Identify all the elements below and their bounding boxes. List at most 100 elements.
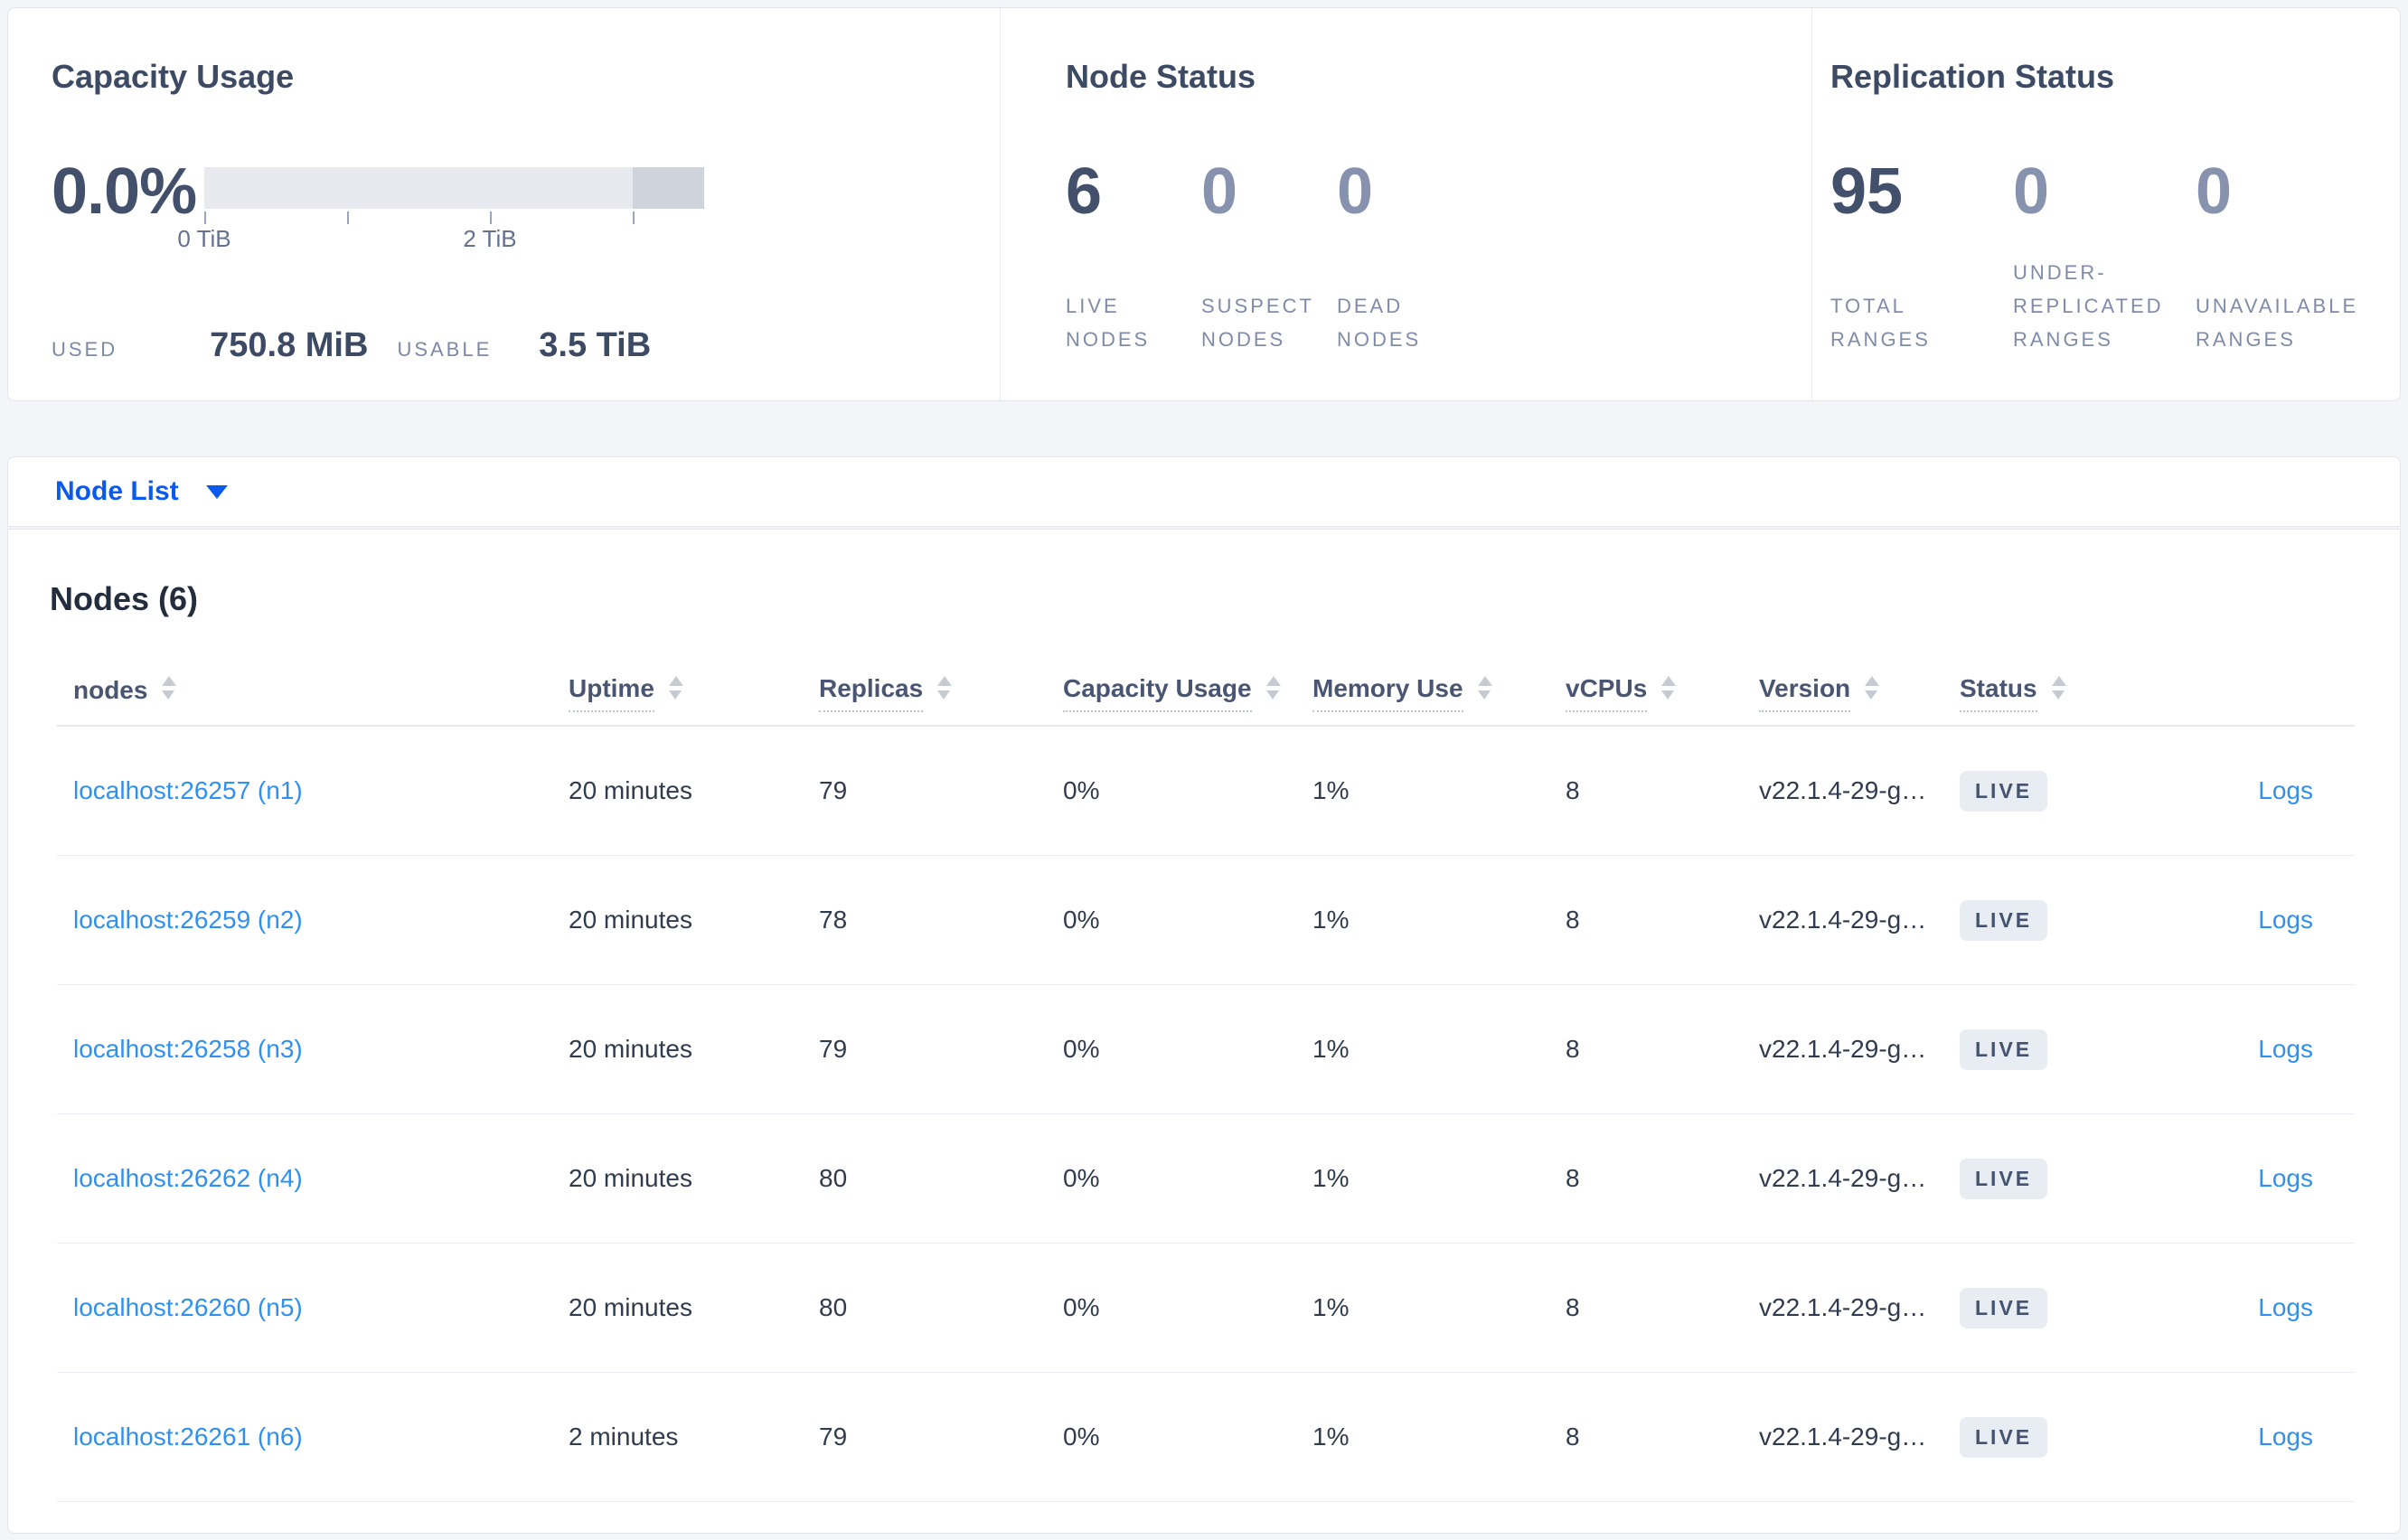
column-header-version[interactable]: Version bbox=[1743, 674, 1943, 712]
logs-link[interactable]: Logs bbox=[2258, 1164, 2313, 1192]
node-address-link-container: localhost:26261 (n6) bbox=[57, 1423, 552, 1451]
replicas-cell-container: 78 bbox=[803, 906, 1047, 934]
vcpus-cell: 8 bbox=[1566, 1164, 1580, 1192]
status-cell-container: LIVE bbox=[1943, 1287, 2160, 1329]
capacity-usage-cell: 0% bbox=[1063, 1293, 1100, 1321]
uptime-cell-container: 20 minutes bbox=[552, 906, 803, 934]
memory-use-cell: 1% bbox=[1312, 1423, 1350, 1451]
status-cell-container: LIVE bbox=[1943, 770, 2160, 812]
sort-icon[interactable] bbox=[937, 676, 953, 700]
sort-icon[interactable] bbox=[1865, 676, 1880, 700]
capacity-usage-cell-container: 0% bbox=[1047, 1035, 1296, 1064]
node-address-link[interactable]: localhost:26258 (n3) bbox=[73, 1035, 303, 1063]
column-header-replicas[interactable]: Replicas bbox=[803, 674, 1047, 712]
memory-use-cell: 1% bbox=[1312, 1164, 1350, 1192]
uptime-cell-container: 2 minutes bbox=[552, 1423, 803, 1451]
logs-link[interactable]: Logs bbox=[2258, 906, 2313, 934]
suspect-nodes-label: SUSPECT NODES bbox=[1201, 295, 1314, 351]
column-header-vcpus[interactable]: vCPUs bbox=[1549, 674, 1743, 712]
logs-link[interactable]: Logs bbox=[2258, 1423, 2313, 1451]
uptime-cell: 20 minutes bbox=[569, 906, 692, 934]
uptime-cell: 20 minutes bbox=[569, 776, 692, 804]
vcpus-cell: 8 bbox=[1566, 1035, 1580, 1063]
logs-link-container: Logs bbox=[2160, 776, 2355, 805]
table-row: localhost:26258 (n3) 20 minutes 79 0% 1% 8 v22… bbox=[57, 985, 2355, 1114]
usable-value: 3.5 TiB bbox=[539, 326, 652, 364]
table-row: localhost:26259 (n2) 20 minutes 78 0% 1% 8 v22… bbox=[57, 856, 2355, 985]
column-label-address[interactable]: nodes bbox=[73, 676, 148, 704]
sort-icon[interactable] bbox=[668, 676, 683, 700]
sort-icon[interactable] bbox=[162, 676, 177, 700]
capacity-usage-cell-container: 0% bbox=[1047, 1164, 1296, 1193]
version-cell: v22.1.4-29-g… bbox=[1759, 906, 1927, 934]
vcpus-cell: 8 bbox=[1566, 906, 1580, 934]
version-cell-container: v22.1.4-29-g… bbox=[1743, 1164, 1943, 1193]
version-cell-container: v22.1.4-29-g… bbox=[1743, 776, 1943, 805]
axis-label-2tib: 2 TiB bbox=[463, 225, 517, 252]
logs-link[interactable]: Logs bbox=[2258, 776, 2313, 804]
node-list-dropdown[interactable]: Node List bbox=[55, 476, 228, 507]
column-header-memory[interactable]: Memory Use bbox=[1296, 674, 1549, 712]
capacity-usage-cell-container: 0% bbox=[1047, 776, 1296, 805]
vcpus-cell-container: 8 bbox=[1549, 776, 1743, 805]
node-list-dropdown-label[interactable]: Node List bbox=[55, 476, 179, 506]
uptime-cell-container: 20 minutes bbox=[552, 776, 803, 805]
replicas-cell: 79 bbox=[819, 1423, 848, 1451]
total-ranges-value: 95 bbox=[1830, 155, 1904, 228]
nodes-card: Nodes (6) nodes Uptime Replicas Capacity Us… bbox=[7, 529, 2401, 1534]
sort-icon[interactable] bbox=[2051, 676, 2066, 700]
memory-use-cell: 1% bbox=[1312, 1293, 1350, 1321]
replication-status-title: Replication Status bbox=[1830, 58, 2115, 95]
capacity-usage-cell: 0% bbox=[1063, 1035, 1100, 1063]
capacity-gauge-bar bbox=[204, 167, 704, 209]
node-address-link[interactable]: localhost:26261 (n6) bbox=[73, 1423, 303, 1451]
node-address-link[interactable]: localhost:26260 (n5) bbox=[73, 1293, 303, 1321]
caret-down-icon[interactable] bbox=[205, 484, 228, 499]
vcpus-cell-container: 8 bbox=[1549, 1293, 1743, 1322]
column-label-version[interactable]: Version bbox=[1759, 674, 1851, 712]
usable-label: USABLE bbox=[397, 338, 493, 361]
column-header-capacity[interactable]: Capacity Usage bbox=[1047, 674, 1296, 712]
memory-use-cell-container: 1% bbox=[1296, 1164, 1549, 1193]
column-label-replicas[interactable]: Replicas bbox=[819, 674, 924, 712]
column-label-vcpus[interactable]: vCPUs bbox=[1566, 674, 1648, 712]
node-address-link[interactable]: localhost:26262 (n4) bbox=[73, 1164, 303, 1192]
memory-use-cell: 1% bbox=[1312, 906, 1350, 934]
nodes-heading: Nodes (6) bbox=[50, 580, 199, 617]
logs-link[interactable]: Logs bbox=[2258, 1293, 2313, 1321]
memory-use-cell-container: 1% bbox=[1296, 1293, 1549, 1322]
node-address-link-container: localhost:26257 (n1) bbox=[57, 776, 552, 805]
logs-link-container: Logs bbox=[2160, 1164, 2355, 1193]
column-header-status[interactable]: Status bbox=[1943, 674, 2160, 712]
node-address-link[interactable]: localhost:26259 (n2) bbox=[73, 906, 303, 934]
version-cell: v22.1.4-29-g… bbox=[1759, 1164, 1927, 1192]
column-label-uptime[interactable]: Uptime bbox=[569, 674, 654, 712]
replicas-cell: 80 bbox=[819, 1293, 848, 1321]
capacity-usage-cell-container: 0% bbox=[1047, 906, 1296, 934]
vcpus-cell-container: 8 bbox=[1549, 1035, 1743, 1064]
column-header-uptime[interactable]: Uptime bbox=[552, 674, 803, 712]
column-label-status[interactable]: Status bbox=[1960, 674, 2037, 712]
replicas-cell-container: 80 bbox=[803, 1293, 1047, 1322]
sort-icon[interactable] bbox=[1477, 676, 1492, 700]
vcpus-cell-container: 8 bbox=[1549, 906, 1743, 934]
replicas-cell-container: 79 bbox=[803, 776, 1047, 805]
table-row: localhost:26260 (n5) 20 minutes 80 0% 1% 8 v22… bbox=[57, 1244, 2355, 1373]
version-cell: v22.1.4-29-g… bbox=[1759, 1035, 1927, 1063]
vcpus-cell: 8 bbox=[1566, 776, 1580, 804]
column-header-address[interactable]: nodes bbox=[57, 676, 552, 712]
uptime-cell: 20 minutes bbox=[569, 1164, 692, 1192]
table-row: localhost:26257 (n1) 20 minutes 79 0% 1% 8 v22… bbox=[57, 727, 2355, 856]
uptime-cell: 20 minutes bbox=[569, 1293, 692, 1321]
sort-icon[interactable] bbox=[1661, 676, 1677, 700]
replicas-cell-container: 79 bbox=[803, 1423, 1047, 1451]
sort-icon[interactable] bbox=[1265, 676, 1281, 700]
under-replicated-ranges-label: UNDER- REPLICATED RANGES bbox=[2013, 261, 2164, 351]
view-selector-bar: Node List bbox=[7, 456, 2401, 527]
node-status-title: Node Status bbox=[1066, 58, 1256, 95]
status-cell-container: LIVE bbox=[1943, 1158, 2160, 1199]
logs-link[interactable]: Logs bbox=[2258, 1035, 2313, 1063]
column-label-capacity[interactable]: Capacity Usage bbox=[1063, 674, 1252, 712]
node-address-link[interactable]: localhost:26257 (n1) bbox=[73, 776, 303, 804]
column-label-memory[interactable]: Memory Use bbox=[1312, 674, 1463, 712]
